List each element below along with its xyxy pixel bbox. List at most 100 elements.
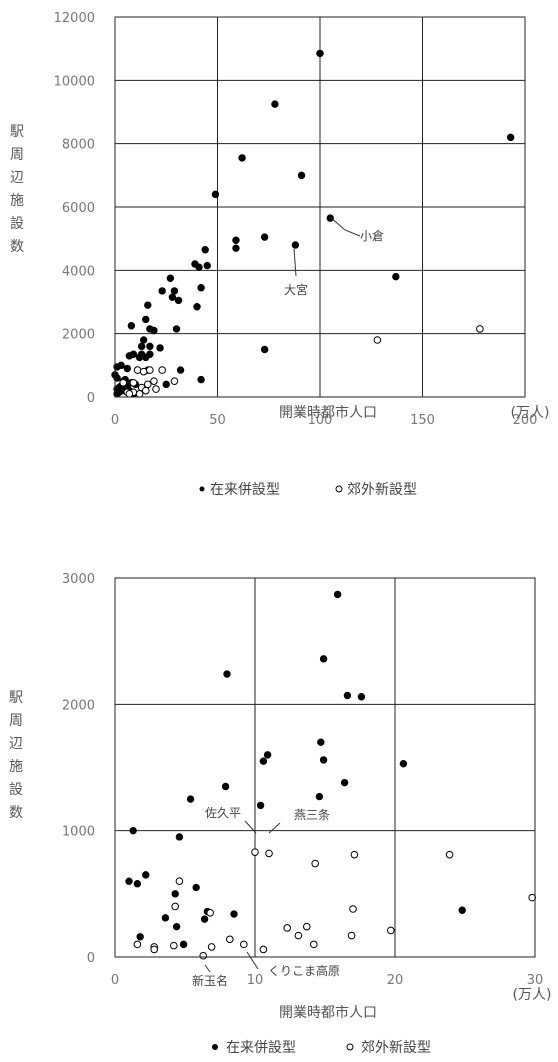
point-open (240, 940, 248, 949)
point-open (125, 390, 134, 398)
annotation-label: 大宮 (284, 282, 308, 297)
point-filled (150, 326, 158, 335)
x-tick-label: 0 (111, 413, 119, 428)
point-filled (123, 364, 132, 373)
y-tick-label: 0 (87, 391, 95, 406)
legend-marker-filled (199, 486, 205, 492)
point-filled (238, 154, 246, 162)
point-filled (260, 233, 269, 241)
point-filled (260, 345, 269, 354)
point-filled (176, 366, 185, 374)
point-filled (392, 272, 400, 281)
point-filled (174, 296, 183, 305)
point-open (294, 931, 303, 940)
point-filled (129, 826, 137, 835)
point-open (133, 366, 142, 374)
point-open (135, 390, 144, 398)
point-filled (142, 315, 150, 324)
point-filled (315, 792, 324, 801)
point-filled (197, 375, 205, 384)
annotation-leader (204, 964, 211, 973)
point-open (207, 943, 216, 951)
point-open (206, 908, 214, 917)
point-filled (326, 214, 334, 222)
point-filled (144, 301, 152, 309)
x-tick-label: 30 (527, 973, 544, 988)
gridlines (114, 577, 536, 958)
annotation-leader (293, 248, 297, 277)
x-ticks: 0 50 100 150 200 (111, 413, 538, 428)
y-ticks: 0 1000 2000 3000 (62, 572, 95, 966)
x-axis-label: 開業時都市人口 (279, 404, 377, 421)
point-open (445, 850, 454, 859)
point-open (476, 325, 484, 333)
legend-label-filled: 在来併設型 (210, 482, 280, 498)
point-filled (399, 760, 408, 768)
y-tick-label: 12000 (54, 11, 95, 26)
point-open (347, 931, 356, 940)
y-ticks: 0 2000 4000 6000 8000 10000 12000 (54, 11, 95, 406)
point-open (133, 940, 142, 949)
annotation-leader (244, 820, 257, 834)
point-filled (172, 325, 181, 333)
scatter-chart-top: 0 2000 4000 6000 8000 10000 12000 0 50 100 150 200… (10, 11, 549, 498)
x-tick-label: 150 (410, 413, 435, 428)
y-tick-label: 4000 (62, 264, 95, 279)
point-filled (223, 670, 231, 678)
point-filled (186, 795, 195, 803)
data-points (125, 590, 537, 960)
point-open (311, 859, 320, 868)
x-axis-unit: (万人) (513, 987, 552, 1003)
y-axis-label: 駅周辺施設数 (10, 124, 24, 255)
point-open (283, 924, 292, 932)
plot-frame (114, 16, 526, 398)
legend-label-filled: 在来併設型 (226, 1040, 296, 1056)
point-filled (232, 244, 240, 252)
point-filled (201, 246, 209, 254)
y-tick-label: 2000 (62, 698, 95, 713)
point-filled (195, 263, 203, 271)
annotation-label: 新玉名 (192, 973, 228, 988)
point-filled (172, 922, 181, 931)
point-filled (142, 871, 150, 879)
annotation-label: 小倉 (360, 228, 384, 243)
point-open (251, 848, 259, 856)
point-filled (232, 236, 240, 244)
y-tick-label: 2000 (62, 328, 95, 343)
point-filled (263, 751, 272, 759)
point-filled (137, 342, 146, 351)
point-filled (297, 171, 306, 180)
point-filled (256, 801, 265, 810)
point-filled (506, 133, 515, 142)
point-filled (319, 756, 328, 764)
x-tick-label: 200 (513, 413, 538, 428)
point-filled (158, 287, 166, 295)
y-tick-label: 3000 (62, 572, 95, 587)
point-filled (156, 344, 164, 352)
point-open (141, 386, 150, 395)
legend-marker-open (335, 485, 343, 493)
point-filled (357, 693, 366, 701)
point-open (265, 849, 273, 858)
y-tick-label: 0 (87, 951, 95, 966)
annotation-label: 燕三条 (294, 808, 330, 822)
point-filled (125, 877, 133, 885)
y-tick-label: 6000 (62, 201, 95, 216)
x-tick-label: 50 (209, 413, 226, 428)
x-tick-label: 100 (308, 413, 333, 428)
point-open (150, 377, 158, 385)
point-open (146, 366, 154, 374)
point-filled (179, 940, 188, 949)
point-open (119, 378, 127, 387)
point-filled (333, 590, 342, 599)
data-points (111, 49, 515, 398)
point-open (171, 902, 179, 911)
point-open (129, 378, 138, 387)
point-filled (170, 287, 179, 295)
legend-label-open: 郊外新設型 (361, 1039, 431, 1056)
point-filled (317, 738, 325, 746)
point-filled (192, 883, 200, 892)
point-filled (458, 906, 466, 914)
